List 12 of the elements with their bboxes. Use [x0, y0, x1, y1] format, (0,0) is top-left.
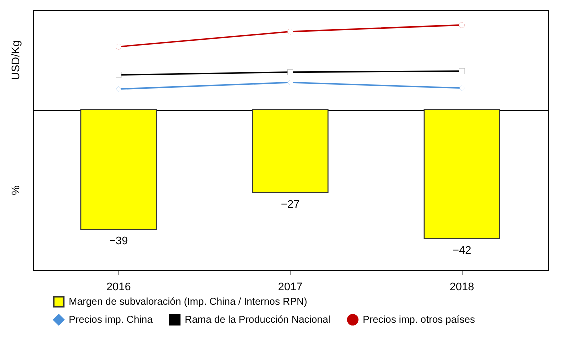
x-tick-label: 2016 [106, 282, 132, 294]
legend-label: Margen de subvaloración (Imp. China / Internos RPN) [69, 297, 308, 308]
data-label: −39 [109, 236, 128, 248]
data-label: −42 [452, 244, 472, 257]
x-tick-label: 2018 [450, 282, 474, 294]
legend-label: Precios imp. China [69, 315, 154, 326]
legend-label: Precios imp. otros países [363, 315, 476, 326]
x-tick-label: 2017 [278, 282, 303, 294]
legend-label: Rama de la Producción Nacional [185, 315, 331, 326]
y-axis-title: USD/Kg [10, 40, 22, 80]
data-label: −27 [281, 198, 300, 211]
y-axis-title: % [10, 185, 22, 196]
